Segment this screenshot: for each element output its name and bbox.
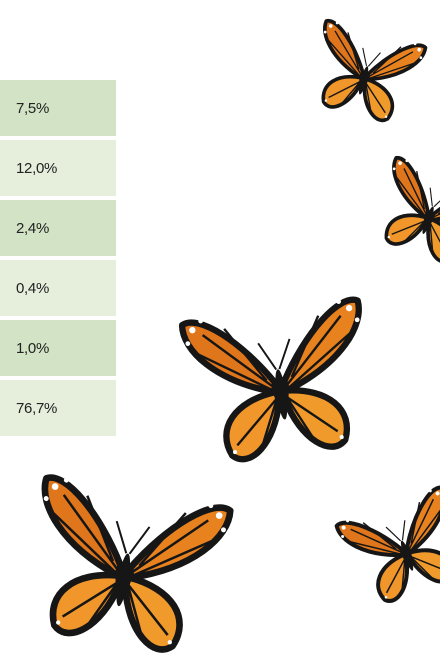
percentage-table: 7,5% 12,0% 2,4% 0,4% 1,0% 76,7% [0, 80, 116, 440]
butterfly [181, 297, 377, 466]
butterfly [366, 153, 440, 272]
butterfly [305, 19, 426, 127]
table-cell: 2,4% [0, 200, 116, 256]
butterfly [20, 474, 231, 657]
table-cell: 12,0% [0, 140, 116, 196]
table-cell: 76,7% [0, 380, 116, 436]
table-cell: 0,4% [0, 260, 116, 316]
table-cell: 7,5% [0, 80, 116, 136]
butterfly [336, 485, 440, 610]
table-cell: 1,0% [0, 320, 116, 376]
